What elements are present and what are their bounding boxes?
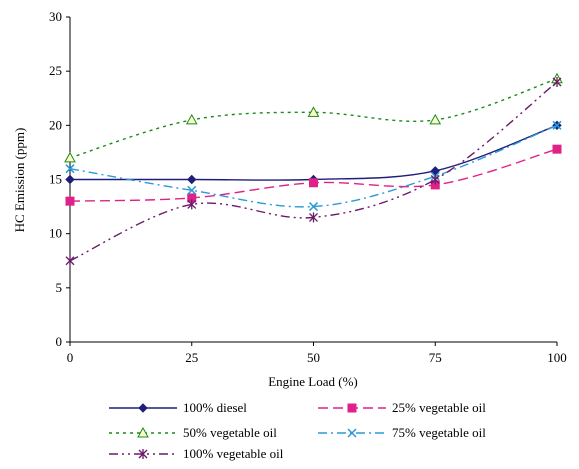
legend-marker [138,403,148,413]
y-tick-label: 20 [49,117,62,132]
series-1 [65,144,562,206]
data-point [309,212,318,223]
x-tick-label: 100 [547,350,567,365]
legend-label: 25% vegetable oil [392,400,486,415]
data-point [307,106,320,117]
data-point [65,174,75,185]
data-point [430,174,440,185]
y-tick-label: 5 [56,280,63,295]
data-point [65,164,75,174]
legend-item: 50% vegetable oil [109,425,277,440]
legend-marker [347,428,357,438]
x-tick-label: 75 [429,350,442,365]
legend-label: 100% vegetable oil [183,446,284,461]
legend-marker [138,449,148,459]
data-point [187,185,197,195]
data-point [552,144,562,154]
data-point [187,174,197,185]
data-point [64,151,76,163]
y-tick-label: 30 [49,9,62,24]
y-tick-label: 0 [56,334,63,349]
legend-item: 100% diesel [109,400,247,415]
y-tick-label: 10 [49,226,62,241]
series-4 [65,77,562,266]
y-axis-label: HC Emission (ppm) [12,128,27,233]
data-point [65,255,75,266]
data-point [552,77,562,87]
legend-label: 75% vegetable oil [392,425,486,440]
data-point [552,120,562,130]
x-tick-label: 0 [67,350,74,365]
legend-label: 50% vegetable oil [183,425,277,440]
series-line [69,78,558,159]
series-0 [65,120,562,185]
series-layer [64,72,563,266]
y-tick-label: 25 [49,63,62,78]
y-tick-label: 15 [49,172,62,187]
data-point [65,196,75,206]
x-axis-label: Engine Load (%) [268,374,358,389]
x-tick-label: 50 [307,350,320,365]
legend-label: 100% diesel [183,400,247,415]
series-3 [65,120,562,212]
data-point [185,113,198,125]
data-point [309,178,318,188]
legend-item: 75% vegetable oil [318,425,486,440]
series-line [69,124,558,208]
legend: 100% diesel 25% vegetable oil 50% vegetabl… [109,400,486,461]
legend-marker [137,426,149,438]
data-point [187,199,197,210]
data-point [429,113,442,125]
data-point [308,202,319,212]
legend-marker [347,403,357,413]
series-2 [64,72,563,163]
x-tick-label: 25 [185,350,198,365]
legend-item: 25% vegetable oil [318,400,486,415]
legend-item: 100% vegetable oil [109,446,284,461]
axes: 0 5 10 15 20 25 30 0 25 50 75 100 [49,9,567,365]
